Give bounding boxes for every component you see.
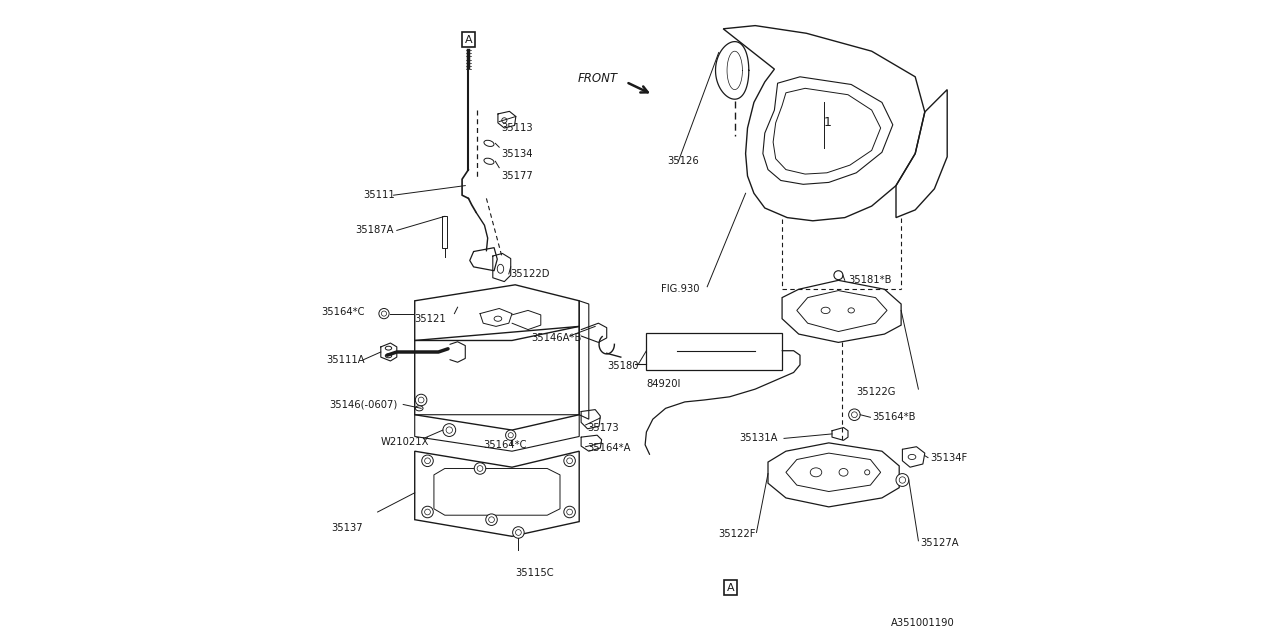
Ellipse shape [516,530,521,535]
Text: 35146(-0607): 35146(-0607) [330,399,398,410]
Text: 35177: 35177 [502,171,532,181]
Text: 35122G: 35122G [856,387,896,397]
Text: 35121: 35121 [415,314,447,324]
Text: FIG.930: FIG.930 [662,284,700,294]
Text: 84920I: 84920I [646,379,681,389]
Text: 35187A: 35187A [356,225,394,236]
Text: 35111A: 35111A [326,355,365,365]
Text: A351001190: A351001190 [891,618,955,628]
Ellipse shape [810,468,822,477]
Text: 35164*B: 35164*B [873,412,915,422]
Text: W21021X: W21021X [381,436,429,447]
Ellipse shape [379,308,389,319]
Text: 35113: 35113 [502,123,532,133]
Text: 35126: 35126 [667,156,699,166]
Ellipse shape [840,468,849,476]
Text: 35164*C: 35164*C [321,307,365,317]
Ellipse shape [896,474,909,486]
Ellipse shape [564,455,576,467]
Text: 35137: 35137 [332,523,364,533]
Ellipse shape [447,427,453,433]
Ellipse shape [422,455,433,467]
Ellipse shape [494,316,502,321]
Ellipse shape [512,527,525,538]
Text: 35173: 35173 [588,422,620,433]
Ellipse shape [385,354,392,358]
Ellipse shape [415,394,428,406]
Text: 35134F: 35134F [929,452,968,463]
Ellipse shape [425,509,430,515]
Text: 35180: 35180 [607,361,639,371]
Text: 35111: 35111 [364,190,396,200]
Ellipse shape [822,307,831,314]
Ellipse shape [564,506,576,518]
Text: 35164*C: 35164*C [484,440,526,450]
Ellipse shape [381,311,387,316]
Text: 35115C: 35115C [516,568,554,578]
Text: 1: 1 [823,116,832,129]
Ellipse shape [502,118,507,123]
Text: 35127A: 35127A [920,538,959,548]
Ellipse shape [908,454,916,460]
Ellipse shape [425,458,430,463]
Text: 35164*A: 35164*A [588,443,631,453]
Ellipse shape [475,463,486,474]
Ellipse shape [849,409,860,420]
Ellipse shape [506,430,516,440]
Ellipse shape [477,466,483,471]
Text: 35131A: 35131A [740,433,778,444]
Text: A: A [727,582,735,593]
Ellipse shape [899,477,906,483]
Ellipse shape [567,458,572,463]
Ellipse shape [385,346,392,350]
Ellipse shape [498,264,504,273]
Ellipse shape [851,412,858,418]
Ellipse shape [484,140,494,147]
Ellipse shape [489,517,494,522]
Ellipse shape [508,433,513,438]
Ellipse shape [835,271,844,280]
Ellipse shape [443,424,456,436]
Text: 35146A*B: 35146A*B [531,333,581,343]
Text: 35134: 35134 [502,148,532,159]
Text: 35181*B: 35181*B [849,275,891,285]
Ellipse shape [415,406,422,411]
Ellipse shape [865,470,870,475]
Ellipse shape [484,158,494,164]
Text: FRONT: FRONT [577,72,618,84]
Ellipse shape [486,514,497,525]
Ellipse shape [419,397,424,403]
Bar [443,216,448,248]
Text: A: A [465,35,472,45]
Text: 35122F: 35122F [718,529,755,540]
Ellipse shape [422,506,433,518]
Ellipse shape [847,308,855,313]
Text: 35122D: 35122D [511,269,550,279]
Ellipse shape [567,509,572,515]
